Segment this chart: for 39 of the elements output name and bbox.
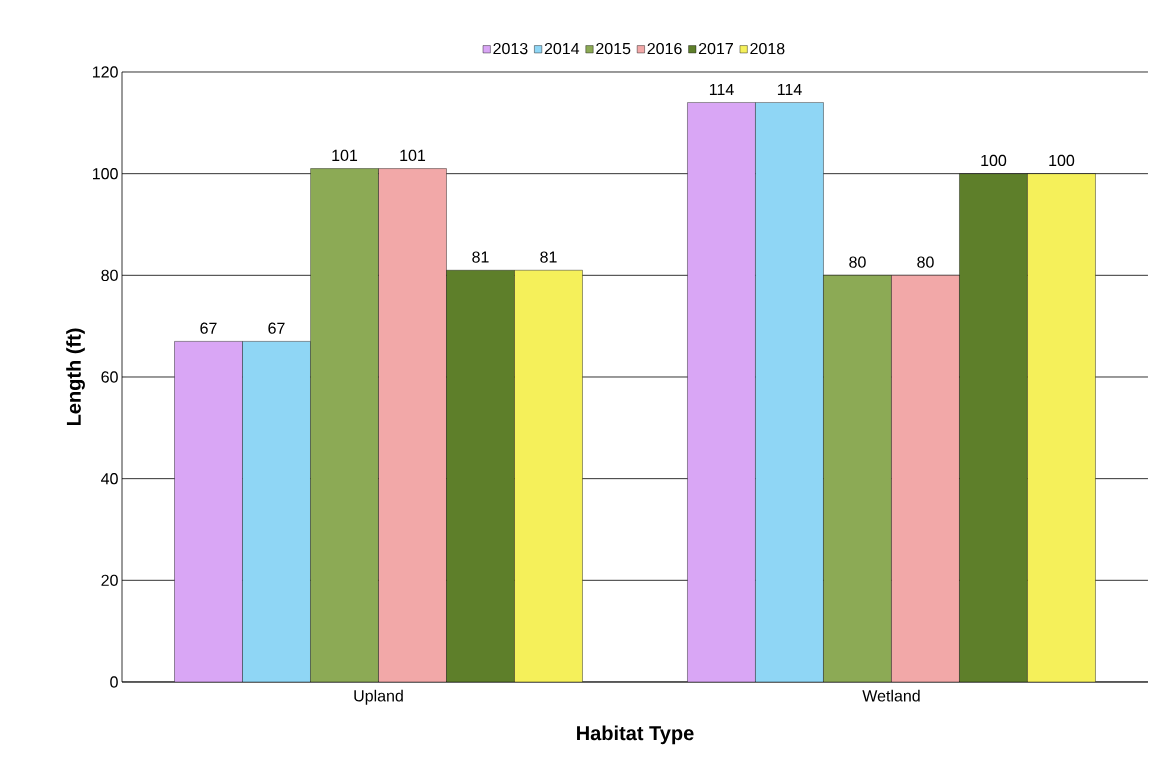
x-tick-label: Upland bbox=[354, 689, 403, 705]
data-label: 114 bbox=[709, 83, 734, 95]
bar bbox=[687, 102, 756, 682]
y-tick-label: 20 bbox=[101, 574, 118, 586]
legend-label: 2017 bbox=[698, 42, 733, 55]
bar bbox=[959, 173, 1028, 682]
y-tick-label: 0 bbox=[110, 676, 118, 688]
x-tick-label: Wetland bbox=[862, 689, 920, 702]
data-label: 101 bbox=[400, 149, 426, 162]
y-tick-label: 80 bbox=[101, 269, 118, 281]
y-tick-label: 40 bbox=[101, 473, 118, 485]
data-label: 81 bbox=[472, 251, 489, 263]
bar bbox=[1027, 173, 1096, 682]
legend-label: 2013 bbox=[493, 42, 528, 55]
bar bbox=[755, 102, 824, 682]
x-axis-title: Habitat Type bbox=[577, 725, 694, 745]
data-label: 67 bbox=[200, 322, 217, 334]
bar bbox=[446, 270, 515, 682]
data-label: 80 bbox=[917, 256, 934, 268]
bar bbox=[174, 341, 243, 682]
data-label: 100 bbox=[1049, 154, 1075, 167]
bar bbox=[242, 341, 311, 682]
data-label: 80 bbox=[849, 256, 866, 268]
data-label: 101 bbox=[332, 149, 358, 162]
legend-label: 2018 bbox=[750, 42, 785, 55]
legend-label: 2016 bbox=[647, 42, 682, 55]
data-label: 81 bbox=[540, 251, 557, 263]
data-label: 100 bbox=[981, 154, 1007, 167]
bar bbox=[891, 275, 960, 682]
bar bbox=[378, 168, 447, 682]
legend-label: 2014 bbox=[544, 42, 580, 55]
bar bbox=[514, 270, 583, 682]
data-label: 114 bbox=[777, 83, 802, 95]
y-axis-title: Length (ft) bbox=[66, 328, 85, 426]
y-tick-label: 60 bbox=[101, 371, 118, 383]
y-tick-label: 120 bbox=[93, 66, 118, 78]
data-label: 67 bbox=[268, 322, 285, 334]
legend-label: 2015 bbox=[596, 42, 631, 55]
y-tick-label: 100 bbox=[93, 168, 118, 180]
